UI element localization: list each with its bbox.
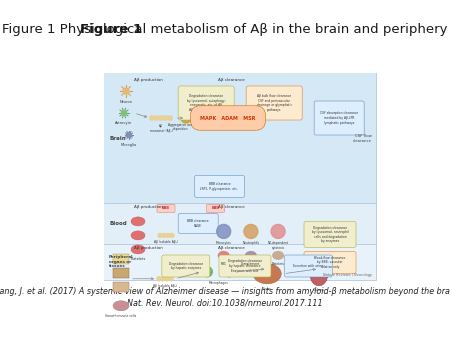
Circle shape bbox=[217, 224, 231, 238]
Text: Aβ clearance: Aβ clearance bbox=[218, 206, 245, 210]
Text: Excretion with urine: Excretion with urine bbox=[293, 264, 323, 268]
FancyBboxPatch shape bbox=[194, 175, 244, 197]
Text: Degradation clearance
by lysosomal, neutrophil
cells and degradation
by enzymes: Degradation clearance by lysosomal, neut… bbox=[311, 225, 348, 243]
Text: MAPK   ADAM   MSR: MAPK ADAM MSR bbox=[200, 116, 256, 121]
FancyBboxPatch shape bbox=[162, 255, 210, 277]
Circle shape bbox=[154, 116, 159, 120]
FancyBboxPatch shape bbox=[207, 204, 225, 212]
Text: BBB clearance
LRP1, P-glycoprotein, etc.: BBB clearance LRP1, P-glycoprotein, etc. bbox=[201, 182, 239, 191]
Circle shape bbox=[123, 88, 129, 94]
Text: Wang, J. et al. (2017) A systemic view of Alzheimer disease — insights from amyl: Wang, J. et al. (2017) A systemic view o… bbox=[0, 287, 450, 295]
Circle shape bbox=[159, 116, 163, 120]
Text: Degradation clearance
by hepatic enzymes: Degradation clearance by hepatic enzymes bbox=[169, 262, 203, 270]
Text: Aβ (soluble Aβ₂): Aβ (soluble Aβ₂) bbox=[154, 240, 178, 244]
Circle shape bbox=[271, 224, 285, 238]
FancyBboxPatch shape bbox=[284, 255, 332, 277]
Text: Microglia: Microglia bbox=[121, 143, 137, 147]
Ellipse shape bbox=[131, 245, 145, 254]
Text: BBB clearance
RAGE: BBB clearance RAGE bbox=[187, 219, 209, 228]
Circle shape bbox=[126, 132, 131, 138]
Text: Aggregation and
deposition: Aggregation and deposition bbox=[168, 123, 193, 131]
Circle shape bbox=[202, 267, 212, 277]
Circle shape bbox=[161, 277, 165, 281]
Circle shape bbox=[166, 234, 170, 237]
Text: Complement: Complement bbox=[241, 262, 261, 266]
Circle shape bbox=[162, 234, 166, 237]
Text: Smooth muscle cells: Smooth muscle cells bbox=[105, 314, 137, 318]
Text: Nat. Rev. Neurol. doi:10.1038/nrneurol.2017.111: Nat. Rev. Neurol. doi:10.1038/nrneurol.2… bbox=[127, 298, 323, 308]
Circle shape bbox=[122, 111, 126, 116]
Text: Aβ clearance: Aβ clearance bbox=[218, 78, 245, 82]
Circle shape bbox=[158, 234, 162, 237]
Text: Neutrophils: Neutrophils bbox=[242, 241, 260, 245]
Ellipse shape bbox=[253, 264, 281, 284]
FancyBboxPatch shape bbox=[304, 221, 356, 247]
Text: NK-dependent
cytotoxic: NK-dependent cytotoxic bbox=[267, 241, 288, 250]
Circle shape bbox=[157, 277, 161, 281]
FancyBboxPatch shape bbox=[178, 86, 234, 120]
Circle shape bbox=[169, 277, 173, 281]
Text: Degradation clearance
by lysosomal, autophagy,
enzymatic, etc. of Aβ
Aβ-degradin: Degradation clearance by lysosomal, auto… bbox=[187, 94, 225, 112]
Circle shape bbox=[168, 116, 172, 120]
Text: Liver: Liver bbox=[263, 287, 271, 291]
Text: BBB: BBB bbox=[212, 207, 220, 211]
FancyBboxPatch shape bbox=[314, 101, 364, 135]
Text: Figure 1 Physiological metabolism of Aβ in the brain and periphery: Figure 1 Physiological metabolism of Aβ … bbox=[2, 24, 448, 37]
FancyBboxPatch shape bbox=[157, 204, 175, 212]
Text: Figure 1: Figure 1 bbox=[80, 24, 142, 37]
Circle shape bbox=[170, 234, 174, 237]
Circle shape bbox=[163, 116, 168, 120]
Ellipse shape bbox=[272, 251, 284, 260]
Circle shape bbox=[244, 224, 258, 238]
Bar bbox=[104, 73, 376, 203]
Text: Aβ production: Aβ production bbox=[134, 206, 163, 210]
Circle shape bbox=[203, 111, 217, 125]
Ellipse shape bbox=[218, 251, 230, 260]
Text: Brain: Brain bbox=[109, 136, 126, 141]
Text: Kidney: Kidney bbox=[313, 288, 325, 292]
FancyBboxPatch shape bbox=[104, 73, 376, 280]
Text: Monocytes: Monocytes bbox=[216, 241, 232, 245]
Ellipse shape bbox=[131, 217, 145, 226]
Text: Aβ production: Aβ production bbox=[134, 78, 163, 82]
Ellipse shape bbox=[245, 251, 257, 260]
Text: Nature Reviews | Neurology: Nature Reviews | Neurology bbox=[323, 273, 372, 277]
Bar bbox=[104, 244, 376, 280]
Ellipse shape bbox=[310, 262, 328, 286]
FancyBboxPatch shape bbox=[304, 251, 356, 273]
Text: Degradation clearance
by hepatic clearance
Enzymes with bile: Degradation clearance by hepatic clearan… bbox=[228, 259, 262, 273]
Text: CSF flow
clearance: CSF flow clearance bbox=[353, 134, 372, 143]
Text: RBC: RBC bbox=[220, 262, 227, 266]
Circle shape bbox=[181, 113, 191, 123]
Text: Aβ
monomer (Aβ₂): Aβ monomer (Aβ₂) bbox=[149, 124, 172, 132]
FancyBboxPatch shape bbox=[113, 282, 129, 292]
Circle shape bbox=[165, 277, 169, 281]
Text: CSF absorption clearance
mediated by Aβ-LPR
lymphatic pathways: CSF absorption clearance mediated by Aβ-… bbox=[320, 112, 358, 125]
Text: Blood-flow clearance
by BBB, vascular
dilation only: Blood-flow clearance by BBB, vascular di… bbox=[314, 256, 346, 269]
FancyBboxPatch shape bbox=[246, 86, 302, 120]
Text: Neuron: Neuron bbox=[120, 100, 132, 104]
Circle shape bbox=[150, 116, 154, 120]
Text: Aβ production: Aβ production bbox=[134, 246, 163, 250]
Ellipse shape bbox=[113, 301, 129, 311]
Text: Aβ bulk flow clearance
CSF and perivascular
drainage or glymphatic
pathways: Aβ bulk flow clearance CSF and perivascu… bbox=[256, 94, 292, 112]
Ellipse shape bbox=[131, 231, 145, 240]
Circle shape bbox=[192, 112, 204, 124]
Text: Platelets: Platelets bbox=[272, 262, 284, 266]
Text: Astrocyte: Astrocyte bbox=[116, 121, 133, 125]
FancyBboxPatch shape bbox=[178, 213, 218, 234]
FancyBboxPatch shape bbox=[113, 254, 129, 264]
Text: Macrophages: Macrophages bbox=[208, 281, 228, 285]
Text: BBB: BBB bbox=[162, 207, 170, 211]
Text: Platelets: Platelets bbox=[130, 258, 146, 261]
Bar bbox=[104, 203, 376, 244]
FancyBboxPatch shape bbox=[113, 268, 129, 278]
FancyBboxPatch shape bbox=[219, 255, 271, 277]
Text: Aβ clearance: Aβ clearance bbox=[218, 246, 245, 250]
Text: Peripheral
organs or
tissues: Peripheral organs or tissues bbox=[109, 255, 134, 268]
Text: Blood: Blood bbox=[109, 221, 127, 226]
Text: Aβ (soluble Aβ₂): Aβ (soluble Aβ₂) bbox=[153, 284, 177, 288]
Circle shape bbox=[224, 267, 234, 277]
